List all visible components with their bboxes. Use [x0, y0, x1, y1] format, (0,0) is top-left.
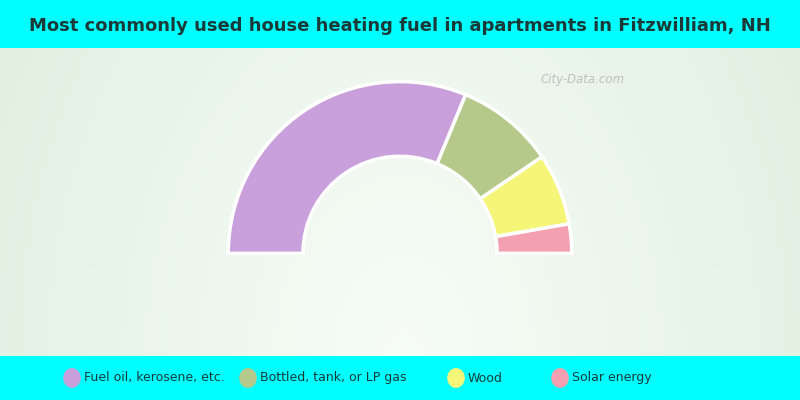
Text: Fuel oil, kerosene, etc.: Fuel oil, kerosene, etc. [84, 372, 225, 384]
Ellipse shape [63, 368, 81, 388]
Ellipse shape [239, 368, 257, 388]
Wedge shape [480, 157, 569, 237]
Text: Bottled, tank, or LP gas: Bottled, tank, or LP gas [260, 372, 406, 384]
Ellipse shape [551, 368, 569, 388]
Wedge shape [437, 95, 542, 199]
Ellipse shape [447, 368, 465, 388]
Text: Most commonly used house heating fuel in apartments in Fitzwilliam, NH: Most commonly used house heating fuel in… [29, 17, 771, 35]
Wedge shape [496, 224, 572, 253]
Text: City-Data.com: City-Data.com [541, 73, 625, 86]
Text: Wood: Wood [468, 372, 503, 384]
Text: Solar energy: Solar energy [572, 372, 652, 384]
Wedge shape [228, 82, 466, 253]
